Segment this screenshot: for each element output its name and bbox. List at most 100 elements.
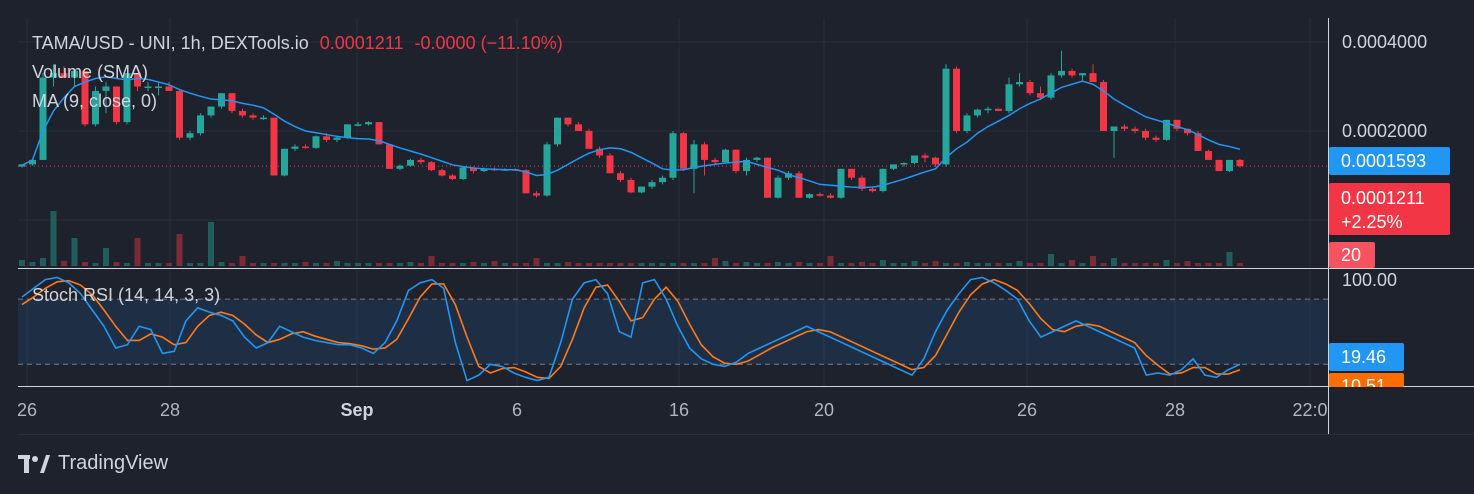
candle-body [764,157,771,198]
volume-bar [628,263,634,266]
volume-bar [344,263,351,266]
volume-bar [1048,254,1054,266]
candle-body [1205,151,1212,160]
candle-body [417,159,425,163]
candle-body [438,170,446,176]
volume-bar [544,263,550,266]
time-tick-sep: Sep [340,400,374,420]
candle-body [449,175,456,180]
volume-bar [197,263,204,266]
candle-body [81,70,89,125]
volume-bar [827,256,834,266]
candle-body [207,106,215,116]
last-price: 0.0001211 [319,33,404,53]
time-tick-20: 20 [813,400,835,420]
candle-body [848,168,855,178]
volume-bar [806,263,813,266]
candle-body [1152,137,1160,140]
candle-body [953,68,960,131]
stoch-tick-100: 100.00 [1342,270,1398,290]
legend-stoch-rsi: Stoch RSI (14, 14, 3, 3) [32,285,221,305]
volume-bar [985,263,991,266]
brand-name: TradingView [58,452,169,474]
volume-bar [208,222,214,266]
candle-body [354,124,362,126]
candle-body [386,144,393,169]
volume-tag: 20 [1329,242,1375,268]
candle-body [648,182,656,187]
volume-bar [901,263,907,266]
volume-bar [470,262,477,266]
volume-bar [1205,263,1212,266]
price-tick-top: 0.0004000 [1342,32,1428,52]
volume-bar [250,263,256,266]
volume-bar [1237,263,1243,266]
candle-body [974,109,981,116]
candle-body [900,163,908,165]
candle-body [29,159,36,165]
volume-bar [596,263,603,266]
candle-body [228,93,236,111]
price-change: -0.0000 (−11.10%) [414,33,563,53]
candle-body [774,177,782,198]
volume-bar [71,238,78,266]
candle-body [1026,82,1034,94]
candle-body [837,168,845,198]
volume-bar [922,263,928,266]
candle-body [113,86,120,123]
volume-bar [554,263,561,266]
volume-bar [1027,263,1033,266]
volume-bar [1142,263,1149,266]
candle-body [963,115,971,131]
candle-body [522,170,530,194]
candle-body [39,77,47,160]
volume-bar [113,262,120,266]
candle-body [816,194,824,196]
ma-line [21,75,1241,189]
volume-bar [1058,263,1065,266]
time-tick-2200: 22:0 [1292,400,1328,420]
volume-bar [743,262,750,266]
volume-bar [407,262,414,266]
candle-body [344,124,351,138]
candle-body [470,167,477,172]
volume-bar [460,263,466,266]
volume-bar [1037,263,1044,266]
stoch-k-line [21,276,1241,382]
volume-bar [1069,260,1075,266]
volume-bar [796,262,802,266]
volume-bar [365,263,372,266]
candle-body [1163,119,1170,140]
volume-bar [103,248,109,266]
candle-body [270,117,278,176]
candle-body [176,90,183,138]
time-tick-28b: 28 [1164,400,1186,420]
volume-bar [859,262,865,266]
volume-bar [218,262,225,266]
volume-bar [512,263,519,266]
price-tick-mid: 0.0002000 [1342,121,1428,141]
candle-body [1016,82,1023,85]
candle-body [795,173,803,198]
tradingview-brand[interactable]: TradingView [18,452,168,475]
volume-bar [911,261,918,266]
volume-bar [1111,258,1117,266]
volume-bar [1079,263,1086,266]
volume-bar [92,263,99,266]
volume-bar [313,263,319,266]
volume-bar [50,211,57,266]
candle-body [606,155,614,174]
candle-body [281,148,288,176]
candle-body [197,115,204,134]
candle-body [1142,131,1149,138]
volume-bar [754,263,760,266]
candle-body [743,159,750,172]
candle-body [1047,75,1055,98]
candle-body [60,73,68,78]
candle-body [585,131,593,149]
candle-body [480,168,488,172]
candle-body [302,146,309,149]
candle-body [701,144,708,160]
ma-value-tag: 0.0001593 [1329,147,1450,175]
